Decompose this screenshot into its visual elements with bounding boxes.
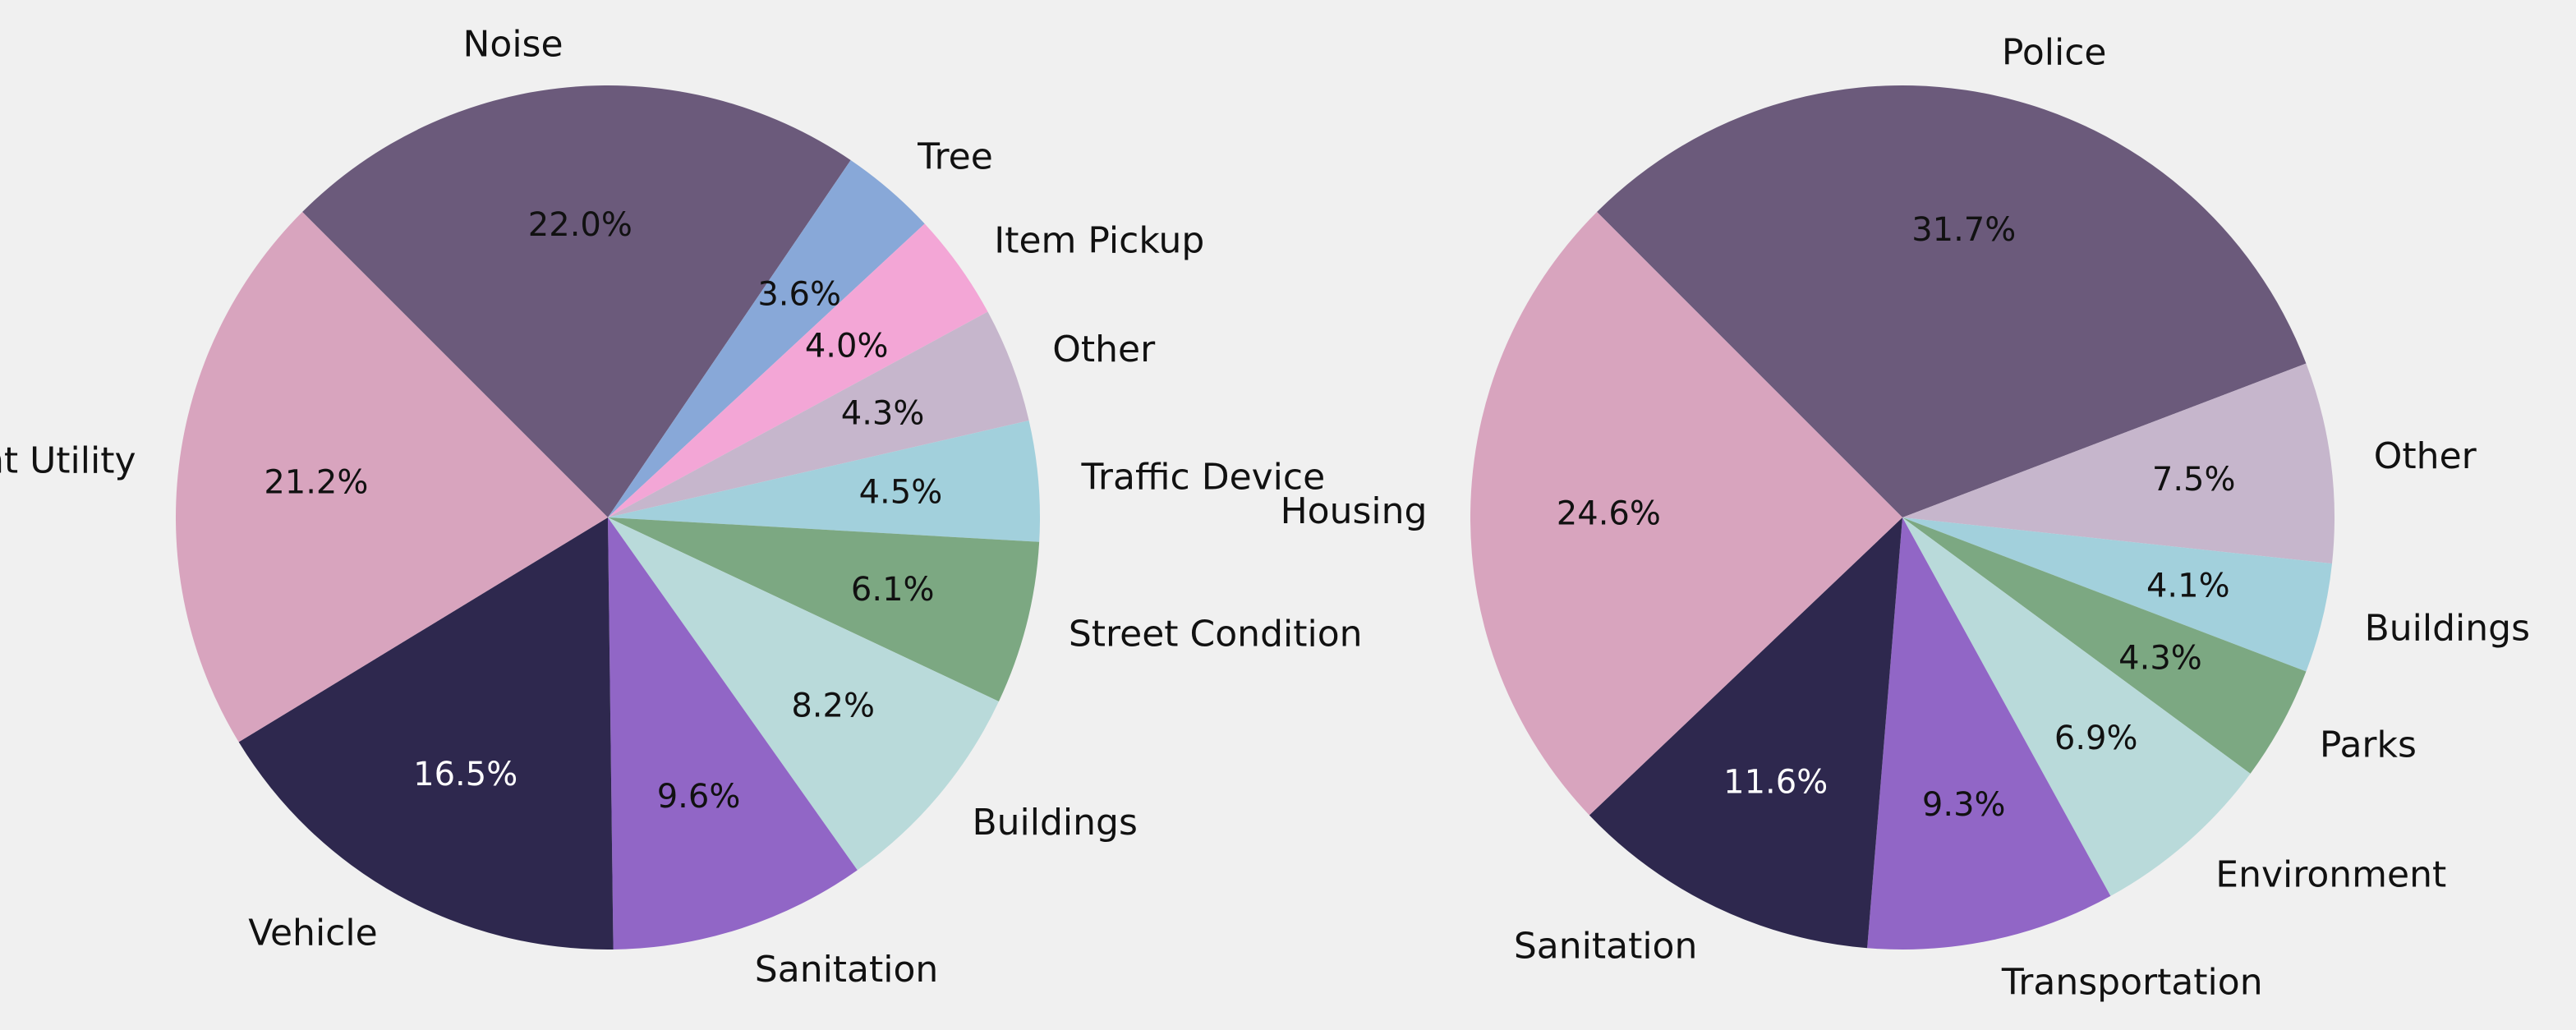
pie-slice-environment bbox=[1902, 517, 2251, 896]
slice-percent-label: 4.1% bbox=[2146, 567, 2230, 605]
slice-category-label: Traffic Device bbox=[1081, 456, 1326, 498]
pie-slice-other bbox=[1902, 363, 2335, 564]
pie-slice-resident-utility bbox=[176, 212, 608, 743]
slice-percent-label: 9.3% bbox=[1922, 786, 2006, 824]
pie-slice-vehicle bbox=[238, 517, 614, 950]
slice-percent-label: 3.6% bbox=[757, 276, 841, 314]
pie-slice-sanitation bbox=[608, 517, 858, 950]
pie-slice-parks bbox=[1902, 517, 2307, 774]
slice-category-label: Police bbox=[2002, 32, 2107, 74]
pie-slice-noise bbox=[302, 85, 851, 518]
right-pie-chart: 31.7% Police 7.5% Other 4.1% Buildings 4.3% Par… bbox=[1281, 32, 2530, 1004]
pie-slice-sanitation bbox=[1589, 517, 1902, 949]
pie-slice-housing bbox=[1470, 212, 1902, 816]
pie-slice-traffic-device bbox=[608, 421, 1040, 542]
slice-category-label: Buildings bbox=[2365, 608, 2530, 650]
slice-category-label: Sanitation bbox=[755, 949, 939, 991]
pie-slice-police bbox=[1597, 85, 2307, 517]
slice-category-label: Sanitation bbox=[1514, 925, 1698, 967]
slice-percent-label: 6.1% bbox=[851, 571, 935, 609]
slice-category-label: Transportation bbox=[2001, 961, 2263, 1003]
slice-category-label: Other bbox=[2374, 435, 2477, 477]
slice-percent-label: 21.2% bbox=[264, 463, 368, 501]
slice-percent-label: 6.9% bbox=[2054, 720, 2138, 757]
slice-category-label: Environment bbox=[2215, 854, 2446, 896]
pie-slice-street-condition bbox=[608, 517, 1040, 701]
slice-category-label: Resident Utility bbox=[0, 440, 136, 482]
slice-category-label: Other bbox=[1052, 329, 1156, 370]
pie-slice-transportation bbox=[1867, 517, 2111, 950]
pie-slice-buildings bbox=[1902, 517, 2333, 672]
slice-percent-label: 4.0% bbox=[805, 328, 889, 366]
slice-category-label: Street Condition bbox=[1069, 614, 1363, 655]
slice-percent-label: 7.5% bbox=[2152, 461, 2236, 499]
pie-slice-other bbox=[608, 311, 1029, 517]
slice-percent-label: 4.5% bbox=[859, 474, 943, 512]
slice-category-label: Housing bbox=[1281, 490, 1428, 532]
slice-percent-label: 31.7% bbox=[1911, 211, 2016, 249]
slice-category-label: Item Pickup bbox=[994, 219, 1204, 261]
slice-percent-label: 16.5% bbox=[413, 756, 518, 793]
pie-slice-tree bbox=[608, 159, 925, 517]
slice-category-label: Tree bbox=[917, 136, 993, 178]
slice-percent-label: 8.2% bbox=[791, 687, 875, 725]
slice-percent-label: 9.6% bbox=[657, 778, 741, 816]
slice-percent-label: 22.0% bbox=[528, 206, 632, 244]
left-pie-chart: 22.0% Noise 3.6% Tree 4.0% Item Pickup 4.3% Oth… bbox=[0, 23, 1363, 990]
slice-percent-label: 11.6% bbox=[1723, 764, 1828, 802]
slice-category-label: Parks bbox=[2320, 724, 2417, 766]
slice-category-label: Noise bbox=[462, 23, 563, 65]
slice-category-label: Vehicle bbox=[248, 913, 377, 954]
pie-slice-item-pickup bbox=[608, 223, 988, 517]
slice-percent-label: 24.6% bbox=[1557, 495, 1661, 533]
pie-slice-buildings bbox=[608, 517, 999, 871]
slice-percent-label: 4.3% bbox=[841, 395, 925, 433]
slice-category-label: Buildings bbox=[972, 802, 1137, 844]
slice-percent-label: 4.3% bbox=[2118, 639, 2202, 677]
